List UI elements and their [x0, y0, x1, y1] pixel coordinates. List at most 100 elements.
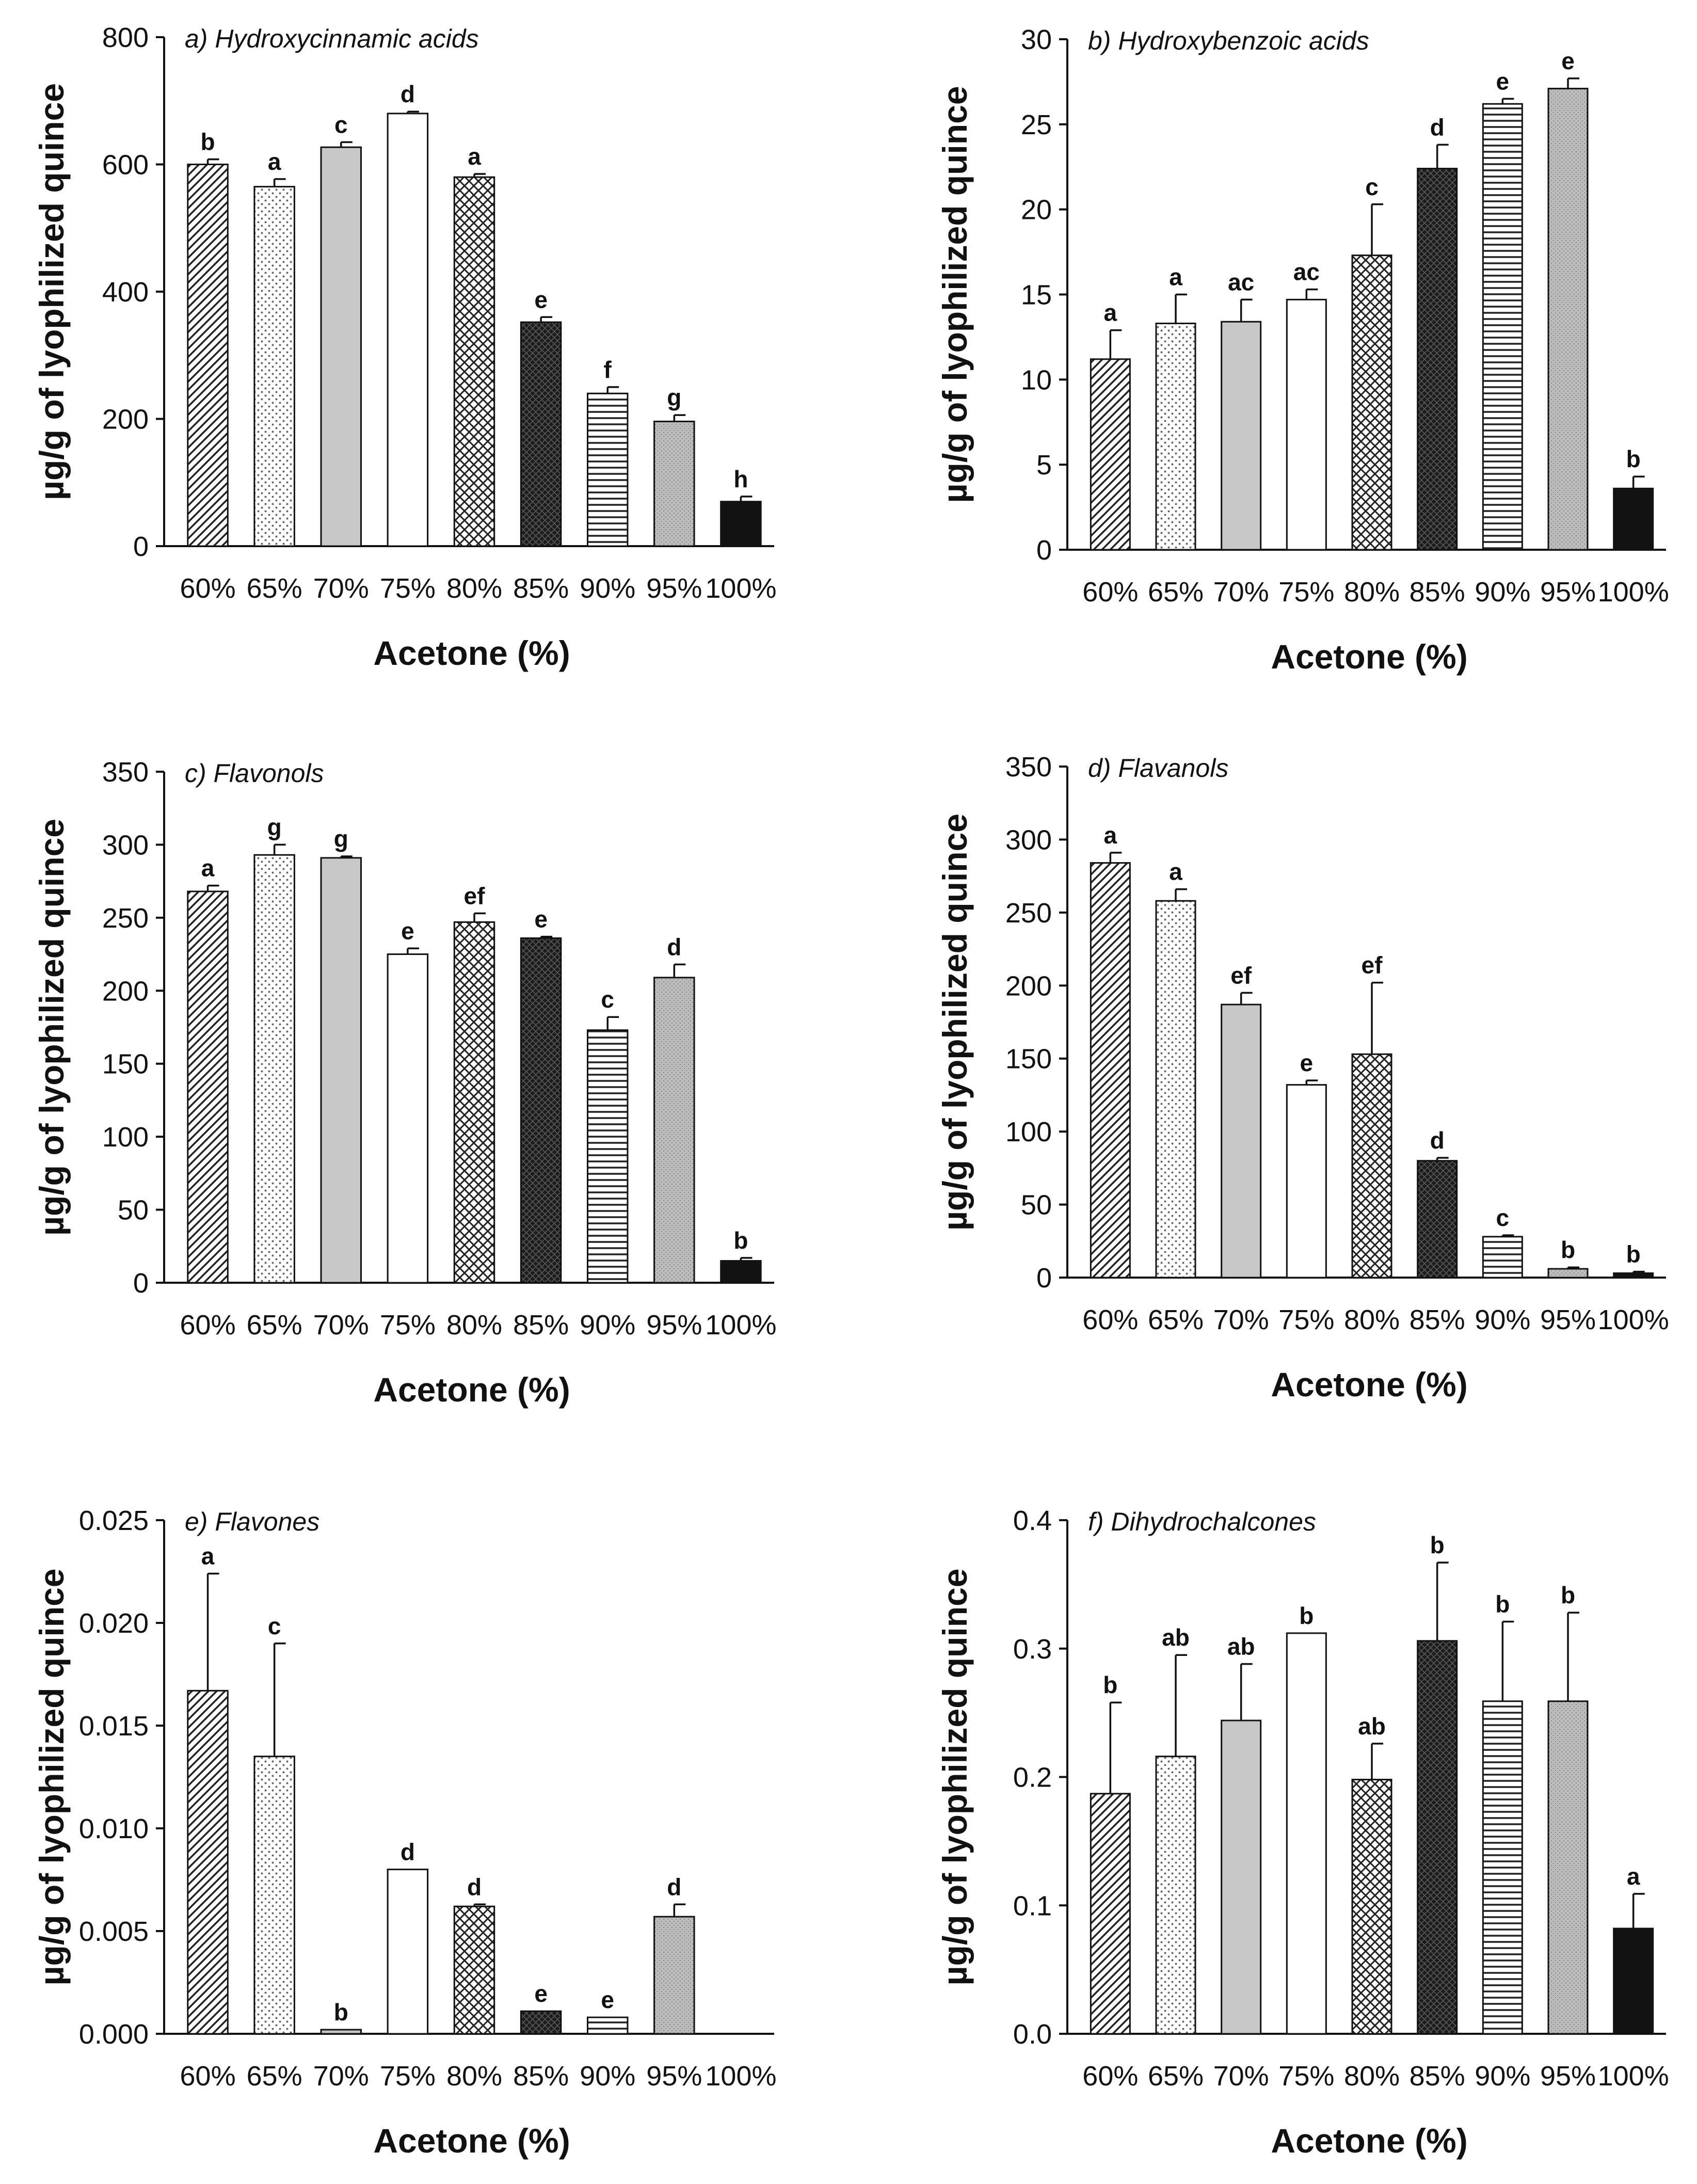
significance-label: a	[1169, 858, 1182, 885]
y-axis-title: µg/g of lyophilized quince	[33, 1568, 71, 1985]
significance-label: a	[201, 855, 215, 882]
bar-60pct	[1090, 358, 1131, 551]
significance-label: h	[733, 466, 748, 492]
y-tick-label: 0.4	[1013, 1505, 1052, 1536]
significance-label: d	[667, 933, 681, 960]
bar-85pct	[520, 321, 562, 547]
y-tick-label: 0.0	[1013, 2019, 1052, 2050]
y-tick-label: 0	[133, 1268, 149, 1299]
y-tick-label: 250	[1005, 898, 1052, 929]
bar-65pct	[1155, 1756, 1196, 2035]
panel-title: c) Flavonols	[185, 759, 324, 788]
bar-95pct	[1547, 1700, 1589, 2035]
significance-label: ef	[1362, 952, 1383, 979]
x-tick-label: 80%	[1344, 577, 1400, 608]
bar-60pct	[187, 890, 229, 1284]
bar-90pct	[586, 392, 629, 547]
y-tick-label: 50	[118, 1195, 149, 1226]
panel-title: a) Hydroxycinnamic acids	[185, 24, 479, 53]
y-tick-label: 600	[102, 150, 149, 181]
y-tick-label: 0	[1036, 535, 1052, 566]
bar-60pct	[1090, 1793, 1131, 2035]
significance-label: ef	[1230, 962, 1252, 989]
significance-label: e	[401, 917, 414, 944]
x-tick-label: 85%	[513, 1310, 569, 1341]
y-tick-label: 30	[1021, 24, 1052, 55]
x-tick-label: 85%	[1410, 1304, 1465, 1335]
x-tick-label: 95%	[1540, 2061, 1596, 2092]
significance-label: b	[1495, 1591, 1510, 1618]
x-tick-label: 80%	[446, 573, 502, 604]
x-tick-label: 70%	[1213, 1304, 1269, 1335]
bar-80pct	[453, 1905, 495, 2035]
x-tick-label: 60%	[180, 2061, 236, 2092]
x-tick-label: 95%	[646, 2061, 702, 2092]
x-tick-label: 100%	[1598, 1304, 1669, 1335]
significance-label: e	[534, 1980, 548, 2007]
x-tick-label: 80%	[446, 1310, 502, 1341]
y-tick-label: 150	[102, 1049, 149, 1080]
significance-label: c	[268, 1613, 281, 1639]
significance-label: b	[1299, 1602, 1314, 1629]
y-tick-label: 15	[1021, 280, 1052, 311]
x-tick-label: 90%	[1475, 2061, 1530, 2092]
significance-label: a	[1104, 299, 1117, 326]
y-tick-label: 350	[1005, 752, 1052, 783]
x-axis-title: Acetone (%)	[1271, 2122, 1467, 2160]
significance-label: b	[1430, 1532, 1445, 1558]
bar-95pct	[653, 1916, 695, 2035]
x-tick-label: 90%	[1475, 577, 1530, 608]
y-tick-label: 250	[102, 903, 149, 934]
panel-title: e) Flavones	[185, 1507, 319, 1536]
bar-90pct	[586, 1029, 629, 1284]
bar-75pct	[387, 953, 429, 1284]
x-tick-label: 100%	[1598, 577, 1669, 608]
significance-label: e	[601, 1986, 614, 2013]
y-tick-label: 300	[102, 830, 149, 860]
bar-65pct	[253, 1756, 295, 2035]
bar-80pct	[1351, 1778, 1392, 2035]
bar-70pct	[320, 857, 362, 1284]
significance-label: b	[733, 1227, 748, 1254]
significance-label: d	[1430, 1127, 1445, 1154]
x-tick-label: 85%	[513, 2061, 569, 2092]
y-tick-label: 5	[1036, 450, 1052, 481]
x-tick-label: 65%	[1148, 577, 1204, 608]
significance-label: b	[1561, 1236, 1575, 1263]
bar-85pct	[520, 937, 562, 1284]
x-tick-label: 95%	[646, 573, 702, 604]
significance-label: ac	[1228, 268, 1254, 295]
x-tick-label: 90%	[580, 2061, 635, 2092]
chart-panel-d: 0 50 100 150 200 250 300 350 a 60% a 65% ef 70% e 75% ef…	[936, 752, 1669, 1404]
x-tick-label: 65%	[1148, 2061, 1204, 2092]
bar-65pct	[1155, 900, 1196, 1279]
bar-80pct	[1351, 1053, 1392, 1279]
significance-label: e	[1496, 68, 1510, 94]
x-tick-label: 70%	[1213, 2061, 1269, 2092]
y-tick-label: 400	[102, 277, 149, 308]
bar-95pct	[653, 420, 695, 547]
bar-65pct	[253, 854, 295, 1284]
significance-label: d	[401, 81, 415, 107]
significance-label: g	[267, 814, 282, 840]
y-axis-title: µg/g of lyophilized quince	[936, 1568, 974, 1985]
x-tick-label: 100%	[705, 573, 776, 604]
bar-95pct	[1547, 1268, 1589, 1279]
x-tick-label: 65%	[247, 1310, 302, 1341]
bar-80pct	[453, 176, 495, 547]
significance-label: c	[1496, 1204, 1510, 1231]
x-tick-label: 75%	[380, 1310, 436, 1341]
x-tick-label: 95%	[1540, 1304, 1596, 1335]
y-tick-label: 0.2	[1013, 1762, 1052, 1793]
bar-100pct	[1613, 1927, 1654, 2035]
y-tick-label: 100	[1005, 1117, 1052, 1147]
x-tick-label: 80%	[1344, 1304, 1400, 1335]
bar-65pct	[253, 186, 295, 547]
x-tick-label: 75%	[1278, 2061, 1334, 2092]
significance-label: g	[334, 825, 348, 852]
significance-label: f	[604, 356, 612, 383]
y-axis-title: µg/g of lyophilized quince	[33, 819, 71, 1236]
y-tick-label: 25	[1021, 109, 1052, 140]
chart-panel-c: 0 50 100 150 200 250 300 350 a 60% g 65% g 70% e 75% ef 8…	[33, 757, 777, 1409]
